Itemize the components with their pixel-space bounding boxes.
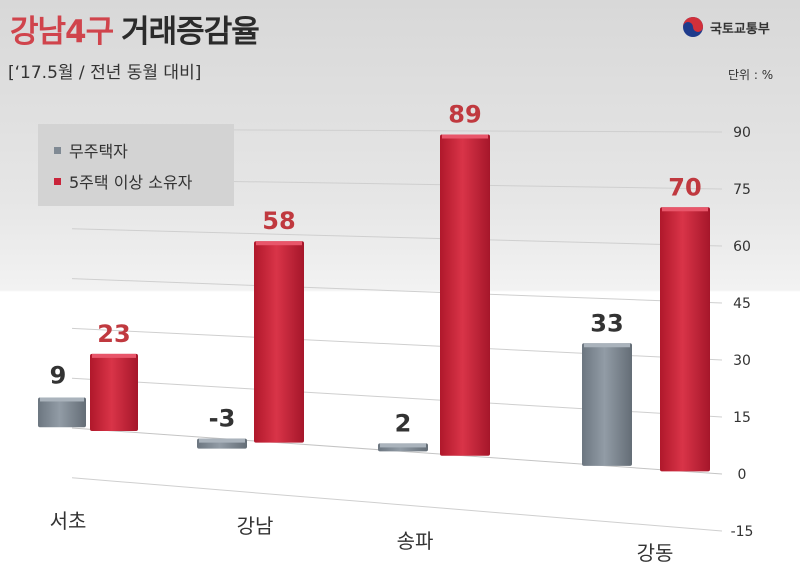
chart-title: 강남4구 거래증감율 (10, 6, 260, 51)
legend: 무주택자 5주택 이상 소유자 (38, 124, 234, 206)
bar-red-top (442, 134, 488, 139)
bar-red-top (92, 353, 136, 358)
value-label-red: 58 (262, 207, 295, 235)
legend-item-red: 5주택 이상 소유자 (54, 169, 192, 193)
bar-gray-top (380, 443, 426, 448)
y-tick-label: 30 (733, 353, 751, 369)
taegeuk-icon (683, 17, 703, 37)
legend-item-gray: 무주택자 (54, 138, 128, 162)
y-tick-label: 60 (733, 239, 751, 255)
title-accent: 강남4구 (10, 14, 114, 50)
y-tick-label: 45 (733, 296, 751, 312)
legend-label-red: 5주택 이상 소유자 (69, 173, 193, 192)
org-logo: 국토교통부 (682, 14, 792, 40)
bar-gray-top (40, 397, 84, 402)
bar-gray (38, 397, 86, 428)
value-label-red: 70 (668, 173, 701, 201)
bar-red (254, 241, 304, 443)
chart-subtitle: [‘17.5월 / 전년 동월 대비] (8, 63, 202, 83)
bar-red-top (256, 241, 302, 246)
category-label: 강남 (237, 514, 274, 538)
y-tick-label: 15 (733, 410, 751, 426)
category-label: 서초 (50, 509, 87, 533)
bar-layer (38, 134, 710, 472)
y-tick-label: 0 (738, 467, 747, 483)
bar-gray-top (584, 343, 630, 348)
gridline (71, 228, 723, 247)
legend-swatch-red (54, 178, 61, 185)
label-layer: 90 75 60 45 30 15 0 -15 서초 9 23 강남 -3 58 송파 2 89 강동 33 70 (50, 101, 754, 565)
grid-layer (71, 128, 723, 532)
y-tick-label: 90 (733, 125, 751, 141)
gridline (71, 477, 723, 532)
value-label-gray: -3 (209, 405, 236, 433)
y-tick-label: 75 (733, 182, 751, 198)
bar-gray-top (199, 438, 245, 443)
value-label-gray: 33 (590, 309, 623, 337)
value-label-gray: 2 (395, 409, 412, 437)
category-label: 강동 (637, 541, 674, 565)
unit-label: 단위 : % (728, 68, 774, 82)
title-main: 거래증감율 (121, 14, 260, 50)
value-label-red: 89 (448, 101, 481, 129)
value-label-gray: 9 (50, 361, 67, 389)
org-name: 국토교통부 (710, 22, 770, 37)
bar-red-top (662, 207, 708, 212)
bar-gray (582, 343, 632, 466)
bar-red (660, 207, 710, 472)
y-tick-label: -15 (731, 524, 754, 540)
legend-label-gray: 무주택자 (69, 142, 128, 161)
bar-red (440, 134, 490, 456)
legend-swatch-gray (54, 147, 61, 154)
value-label-red: 23 (97, 320, 130, 348)
bar-red (90, 353, 138, 431)
category-label: 송파 (397, 529, 434, 553)
gridline (71, 278, 723, 304)
